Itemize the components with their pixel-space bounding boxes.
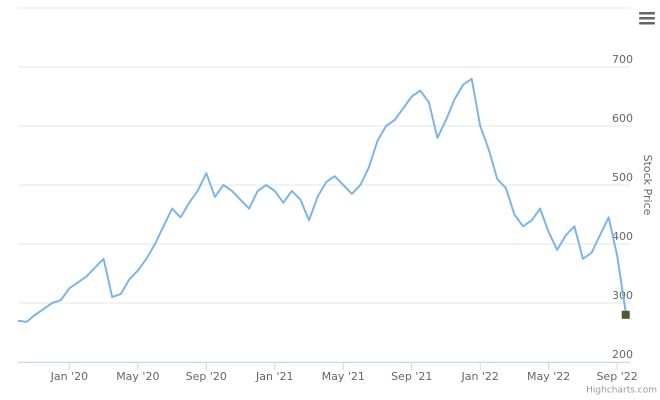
menu-bar [639, 17, 655, 20]
y-tick-label: 400 [612, 230, 633, 243]
x-tick-label: Jan '21 [255, 370, 293, 383]
x-tick-label: Sep '21 [391, 370, 432, 383]
y-tick-label: 200 [612, 348, 633, 361]
x-tick-label: Sep '20 [186, 370, 227, 383]
x-tick-label: May '20 [116, 370, 159, 383]
credits[interactable]: Highcharts.com [586, 386, 657, 396]
y-tick-label: 700 [612, 53, 633, 66]
price-line [17, 77, 627, 323]
x-tick-label: Jan '22 [460, 370, 498, 383]
menu-bar [639, 12, 655, 15]
y-axis-title: Stock Price [641, 155, 654, 216]
x-tick-label: Jan '20 [50, 370, 88, 383]
marker [621, 310, 630, 319]
y-tick-label: 600 [612, 112, 633, 125]
x-tick-label: Sep '22 [597, 370, 638, 383]
menu-bar [639, 22, 655, 25]
menu-button[interactable] [639, 12, 655, 25]
y-tick-label: 500 [612, 171, 633, 184]
x-tick-label: May '21 [322, 370, 365, 383]
x-tick-label: May '22 [527, 370, 570, 383]
